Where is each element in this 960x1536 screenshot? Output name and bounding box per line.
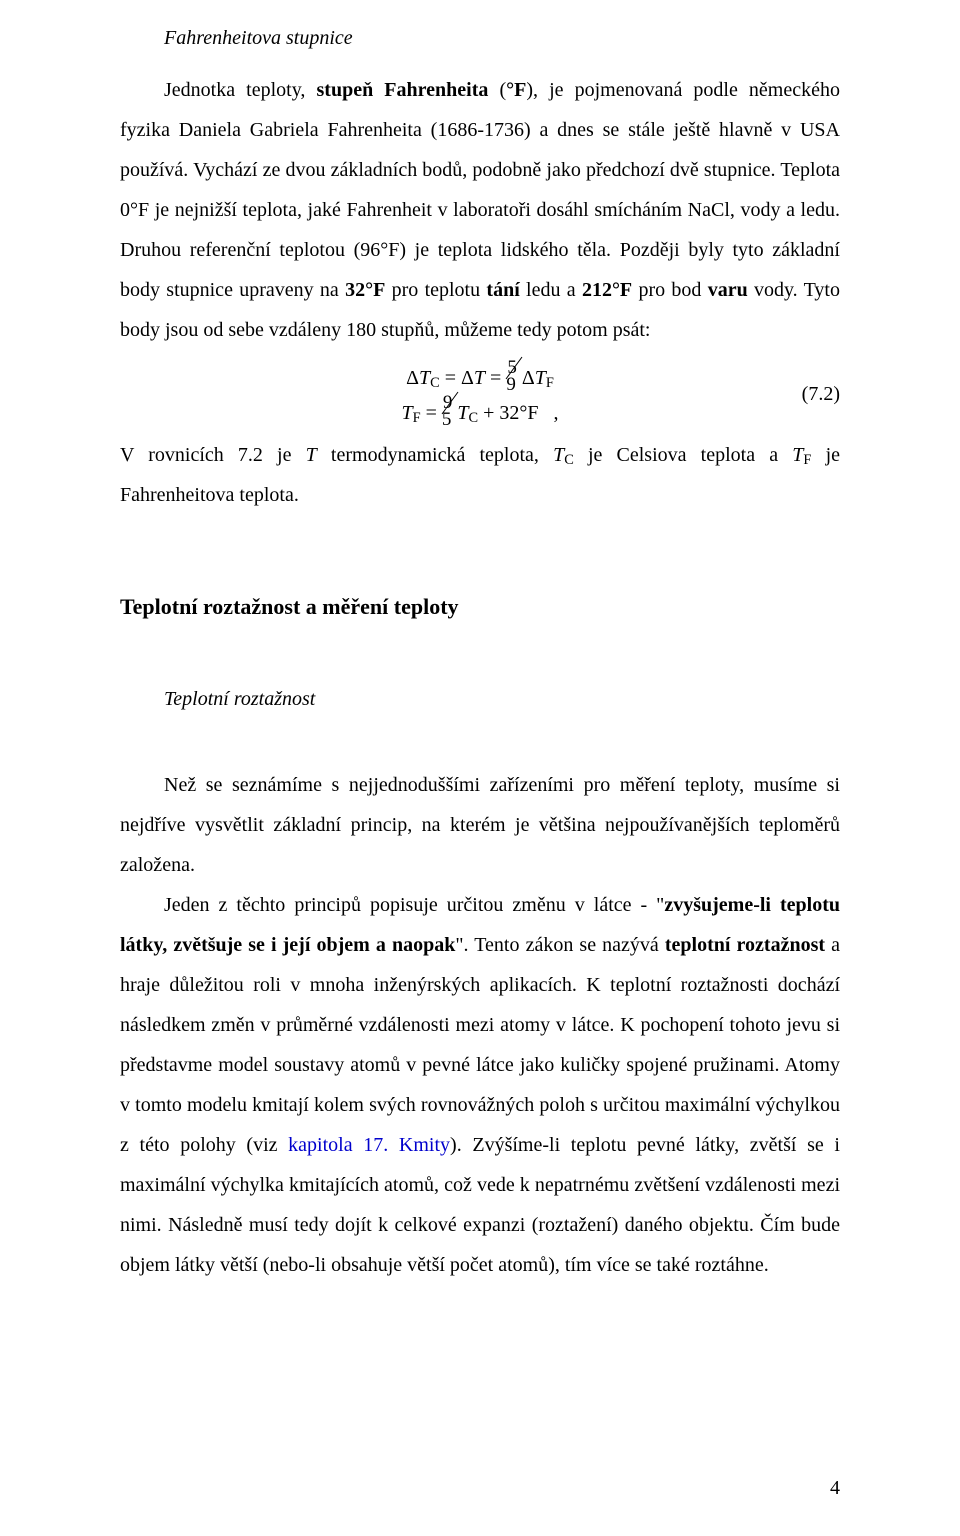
eq-comma: , — [554, 402, 559, 424]
bold-text: teplotní roztažnost — [665, 934, 825, 956]
var-T: T — [792, 444, 803, 466]
equation-block: ΔTC = ΔT = 5 9 ΔTF TF = 9 5 — [120, 358, 840, 429]
text: ". Tento zákon se nazývá — [455, 934, 665, 956]
var-T: T — [553, 444, 564, 466]
bold-text: tání — [486, 279, 519, 301]
equation-line-2: TF = 9 5 TC + 32°F , — [120, 393, 840, 430]
fraction-5-9: 5 9 — [506, 358, 517, 394]
text: ( — [488, 79, 506, 101]
paragraph-roztaznost-2: Jeden z těchto principů popisuje určitou… — [120, 885, 840, 1285]
eq-plus32: + 32°F — [478, 402, 538, 424]
bold-text: 212°F — [582, 279, 632, 301]
eq-sub-F: F — [546, 375, 554, 391]
text: pro teplotu — [385, 279, 486, 301]
text: Jednotka teploty, — [164, 79, 317, 101]
document-page: Fahrenheitova stupnice Jednotka teploty,… — [0, 0, 960, 1536]
subheading-teplotni-roztaznost: Teplotní roztažnost — [120, 679, 840, 719]
bold-text: stupeň Fahrenheita — [317, 79, 489, 101]
text: je Celsiova teplota a — [574, 444, 792, 466]
eq-var-T: T — [401, 402, 412, 424]
fraction-slash-icon — [440, 390, 462, 418]
text: Jeden z těchto principů popisuje určitou… — [164, 894, 664, 916]
equation-line-1: ΔTC = ΔT = 5 9 ΔTF — [120, 358, 840, 395]
eq-sub-C: C — [430, 375, 440, 391]
text: ), je pojmenovaná podle německého fyzika… — [120, 79, 840, 301]
paragraph-fahrenheit: Jednotka teploty, stupeň Fahrenheita (°F… — [120, 70, 840, 350]
link-kapitola-kmity[interactable]: kapitola 17. Kmity — [288, 1134, 450, 1156]
text: termodynamická teplota, — [317, 444, 553, 466]
bold-text: °F — [506, 79, 526, 101]
text: pro bod — [632, 279, 708, 301]
eq-delta: Δ — [406, 367, 419, 389]
paragraph-after-eq: V rovnicích 7.2 je T termodynamická tepl… — [120, 435, 840, 515]
eq-var-T: T — [535, 367, 546, 389]
text: a hraje důležitou roli v mnoha inženýrsk… — [120, 934, 840, 1156]
bold-text: 32°F — [345, 279, 385, 301]
text: ledu a — [520, 279, 582, 301]
sub-C: C — [564, 452, 574, 468]
paragraph-roztaznost-1: Než se seznámíme s nejjednoduššími zaříz… — [120, 765, 840, 885]
fraction-slash-icon — [504, 355, 526, 383]
bold-text: varu — [708, 279, 748, 301]
eq-var-T: T — [474, 367, 485, 389]
section-heading-fahrenheit: Fahrenheitova stupnice — [120, 18, 840, 58]
eq-delta: Δ — [461, 367, 474, 389]
text: V rovnicích 7.2 je — [120, 444, 306, 466]
fraction-9-5: 9 5 — [442, 393, 453, 429]
section-heading-roztaznost: Teplotní roztažnost a měření teploty — [120, 585, 840, 629]
equation-lines: ΔTC = ΔT = 5 9 ΔTF TF = 9 5 — [120, 358, 840, 429]
page-number: 4 — [830, 1468, 840, 1508]
eq-sub-F: F — [413, 410, 421, 426]
eq-var-T: T — [419, 367, 430, 389]
var-T: T — [306, 444, 317, 466]
eq-equals: = — [445, 367, 461, 389]
equation-number: (7.2) — [802, 379, 840, 409]
eq-sub-C: C — [469, 410, 479, 426]
